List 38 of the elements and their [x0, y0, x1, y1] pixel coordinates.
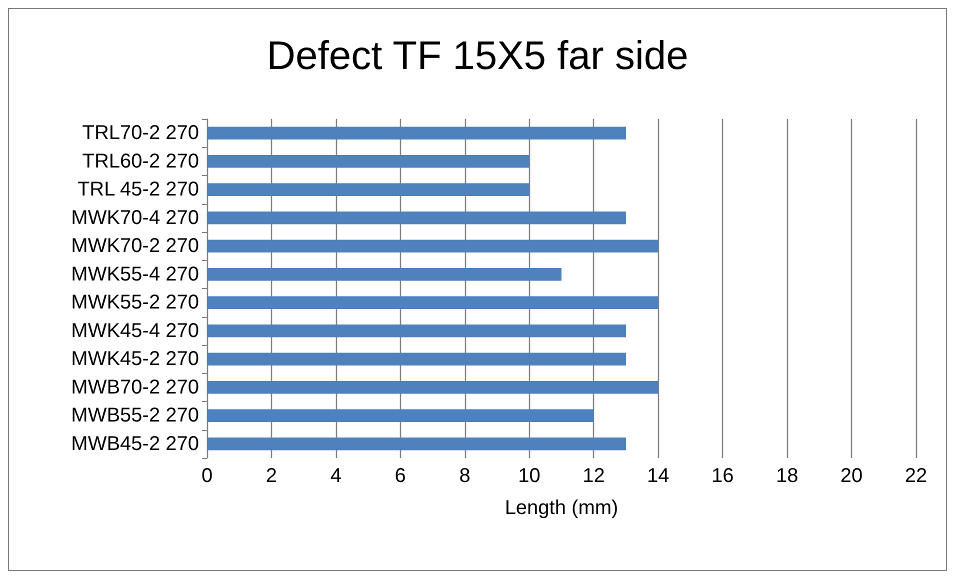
bar — [207, 296, 658, 309]
x-axis-title: Length (mm) — [504, 497, 618, 519]
y-tick-label: MWB70-2 270 — [71, 376, 199, 398]
y-tick-label: MWK45-2 270 — [71, 348, 199, 370]
x-tick-label: 8 — [459, 465, 470, 487]
x-tick-label: 10 — [518, 465, 540, 487]
bar — [207, 126, 626, 140]
x-tick-label: 16 — [712, 465, 734, 487]
y-tick-label: MWB45-2 270 — [71, 432, 199, 455]
x-tick-label: 6 — [394, 465, 406, 487]
y-tick-label: TRL 45-2 270 — [77, 178, 199, 201]
bar — [207, 183, 530, 196]
bar — [207, 268, 562, 281]
x-tick-label: 2 — [266, 465, 278, 487]
bar — [207, 438, 626, 450]
bar — [207, 381, 658, 394]
chart-title: Defect TF 15X5 far side — [266, 34, 688, 78]
x-tick-label: 4 — [330, 465, 342, 487]
bar — [207, 212, 626, 224]
y-tick-label: TRL60-2 270 — [82, 150, 199, 172]
x-tick-label: 0 — [201, 465, 213, 487]
y-tick-label: MWB55-2 270 — [71, 404, 199, 427]
bar — [207, 324, 626, 338]
x-tick-label: 18 — [776, 465, 798, 487]
y-tick-label: MWK55-4 270 — [71, 263, 199, 286]
x-tick-label: 20 — [840, 465, 863, 487]
x-tick-label: 14 — [647, 465, 670, 487]
y-tick-label: MWK55-2 270 — [71, 292, 199, 314]
bar — [207, 409, 594, 422]
bar — [207, 155, 530, 168]
x-tick-label: 22 — [904, 465, 928, 487]
y-tick-label: MWK45-4 270 — [71, 320, 199, 342]
y-tick-label: MWK70-4 270 — [71, 206, 199, 229]
bar — [207, 352, 626, 366]
x-tick-label: 12 — [582, 465, 605, 487]
y-tick-label: MWK70-2 270 — [71, 235, 199, 258]
y-tick-label: TRL70-2 270 — [82, 122, 199, 144]
bar — [207, 240, 658, 252]
